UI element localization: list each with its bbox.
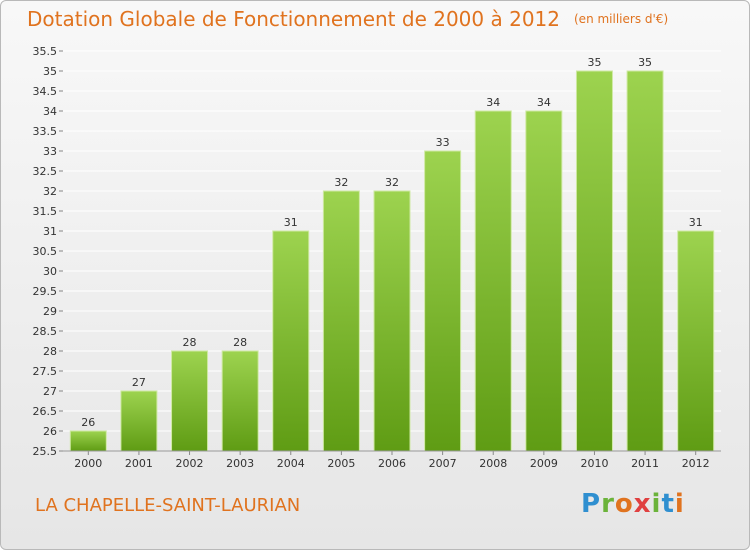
y-tick-label: 33 <box>43 145 57 158</box>
logo-letter: r <box>601 489 615 519</box>
y-tick-label: 35.5 <box>33 45 58 58</box>
value-label-2005: 32 <box>334 176 348 189</box>
value-label-2007: 33 <box>436 136 450 149</box>
x-tick-label-2010: 2010 <box>580 457 608 470</box>
bar-2000 <box>69 430 107 452</box>
chart-title: Dotation Globale de Fonctionnement de 20… <box>27 7 668 31</box>
y-tick-label: 33.5 <box>33 125 58 138</box>
x-tick-label-2011: 2011 <box>631 457 659 470</box>
value-label-2000: 26 <box>81 416 95 429</box>
logo-letter: i <box>651 489 662 519</box>
y-tick-label: 27 <box>43 385 57 398</box>
value-label-2003: 28 <box>233 336 247 349</box>
logo-letter: t <box>661 489 675 519</box>
x-tick-label-2008: 2008 <box>479 457 507 470</box>
bar-2008 <box>474 110 512 452</box>
chart-subtitle: (en milliers d'€) <box>574 12 669 26</box>
y-tick-label: 25.5 <box>33 445 58 458</box>
chart-title-text: Dotation Globale de Fonctionnement de 20… <box>27 7 560 31</box>
y-tick-label: 28.5 <box>33 325 58 338</box>
y-axis-ticks: 25.5 26 26.5 27 27.5 28 28.5 29 29.5 30 30.5 31 31.5… <box>33 45 63 458</box>
value-label-2009: 34 <box>537 96 551 109</box>
y-tick-label: 32 <box>43 185 57 198</box>
x-tick-label-2007: 2007 <box>429 457 457 470</box>
bar-2011 <box>626 70 664 452</box>
logo-letter: i <box>674 489 685 519</box>
bar-2012 <box>677 230 715 452</box>
x-axis-ticks: 2000 2001 2002 2003 2004 2005 2006 2007 2008 2009… <box>74 451 710 470</box>
logo-letter: P <box>581 489 602 519</box>
proxiti-logo: Proxiti <box>581 489 685 519</box>
y-tick-label: 30.5 <box>33 245 58 258</box>
y-tick-label: 30 <box>43 265 57 278</box>
y-tick-label: 29 <box>43 305 57 318</box>
bars <box>69 70 715 452</box>
x-tick-label-2000: 2000 <box>74 457 102 470</box>
value-label-2001: 27 <box>132 376 146 389</box>
y-tick-label: 29.5 <box>33 285 58 298</box>
bar-2007 <box>424 150 462 452</box>
bar-2009 <box>525 110 563 452</box>
x-tick-label-2002: 2002 <box>176 457 204 470</box>
y-tick-label: 31.5 <box>33 205 58 218</box>
y-tick-label: 32.5 <box>33 165 58 178</box>
x-tick-label-2005: 2005 <box>327 457 355 470</box>
logo-letter: o <box>614 489 634 519</box>
value-label-2004: 31 <box>284 216 298 229</box>
value-label-2006: 32 <box>385 176 399 189</box>
value-label-2011: 35 <box>638 56 652 69</box>
x-tick-label-2009: 2009 <box>530 457 558 470</box>
y-tick-label: 28 <box>43 345 57 358</box>
x-tick-label-2001: 2001 <box>125 457 153 470</box>
y-tick-label: 26.5 <box>33 405 58 418</box>
bar-2010 <box>575 70 613 452</box>
bar-2002 <box>171 350 209 452</box>
bar-2005 <box>322 190 360 452</box>
bar-2006 <box>373 190 411 452</box>
y-tick-label: 34.5 <box>33 85 58 98</box>
bar-2004 <box>272 230 310 452</box>
x-tick-label-2012: 2012 <box>682 457 710 470</box>
y-tick-label: 34 <box>43 105 57 118</box>
y-tick-label: 31 <box>43 225 57 238</box>
x-tick-label-2004: 2004 <box>277 457 305 470</box>
value-labels: 26 27 28 28 31 32 32 33 34 34 35 35 31 <box>81 56 702 429</box>
x-tick-label-2006: 2006 <box>378 457 406 470</box>
value-label-2012: 31 <box>689 216 703 229</box>
x-tick-label-2003: 2003 <box>226 457 254 470</box>
bar-2001 <box>120 390 158 452</box>
value-label-2002: 28 <box>183 336 197 349</box>
y-tick-label: 26 <box>43 425 57 438</box>
value-label-2010: 35 <box>587 56 601 69</box>
y-tick-label: 27.5 <box>33 365 58 378</box>
value-label-2008: 34 <box>486 96 500 109</box>
bar-2003 <box>221 350 259 452</box>
place-name: LA CHAPELLE-SAINT-LAURIAN <box>35 495 301 516</box>
logo-letter: x <box>633 489 652 519</box>
y-tick-label: 35 <box>43 65 57 78</box>
